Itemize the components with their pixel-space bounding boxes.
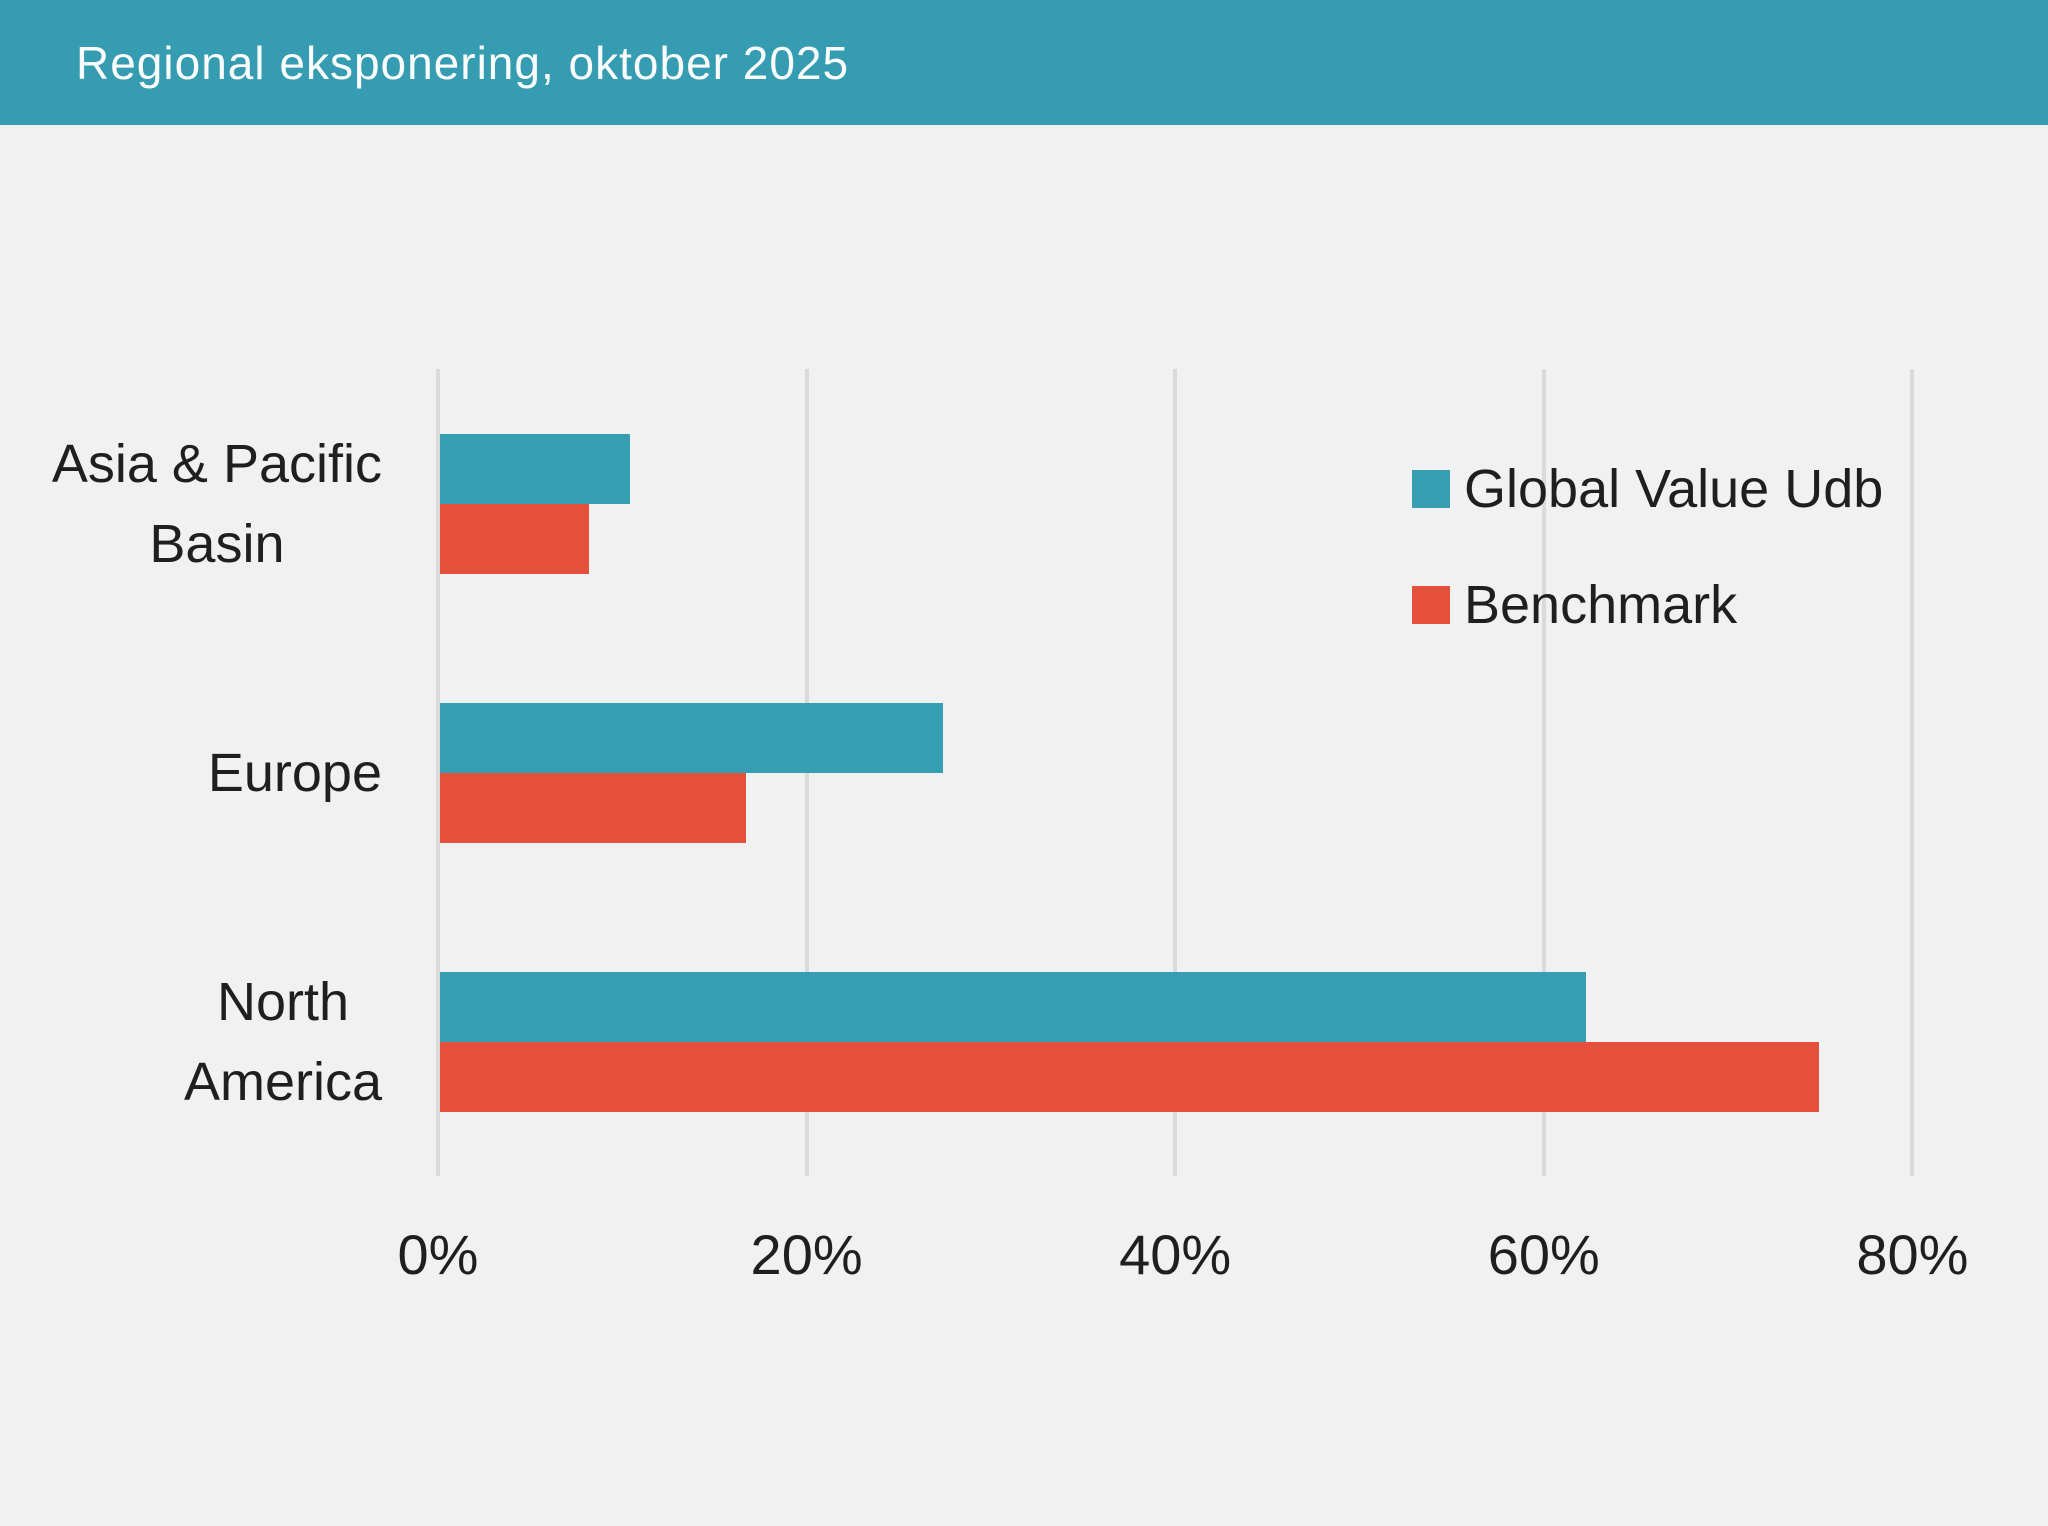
bar xyxy=(440,1042,1819,1112)
legend: Global Value Udb Benchmark xyxy=(1412,448,1883,646)
bar xyxy=(440,434,630,504)
category-label: Europe xyxy=(207,743,382,803)
bar xyxy=(440,972,1587,1042)
x-axis-tick-label: 0% xyxy=(397,1223,479,1286)
x-axis-tick-label: 20% xyxy=(750,1223,863,1286)
legend-label: Global Value Udb xyxy=(1464,459,1884,519)
gridline xyxy=(1910,369,1915,1176)
legend-swatch xyxy=(1412,586,1450,624)
gridline xyxy=(436,369,440,1176)
legend-label: Benchmark xyxy=(1464,575,1738,635)
legend-swatch xyxy=(1412,470,1450,508)
legend-item: Global Value Udb xyxy=(1412,448,1883,530)
gridline xyxy=(1541,369,1546,1176)
chart-title: Regional eksponering, oktober 2025 xyxy=(76,36,850,89)
category-label: North America xyxy=(183,972,382,1112)
bar xyxy=(440,703,944,773)
bar xyxy=(440,504,590,574)
x-axis-tick-label: 40% xyxy=(1119,1223,1232,1286)
gridline xyxy=(1173,369,1178,1176)
legend-item: Benchmark xyxy=(1412,564,1883,646)
bar xyxy=(440,773,746,843)
x-axis-tick-label: 60% xyxy=(1487,1223,1600,1286)
x-axis-tick-label: 80% xyxy=(1856,1223,1969,1286)
title-bar: Regional eksponering, oktober 2025 xyxy=(0,0,2048,125)
category-label: Asia & Pacific Basin xyxy=(51,434,382,574)
